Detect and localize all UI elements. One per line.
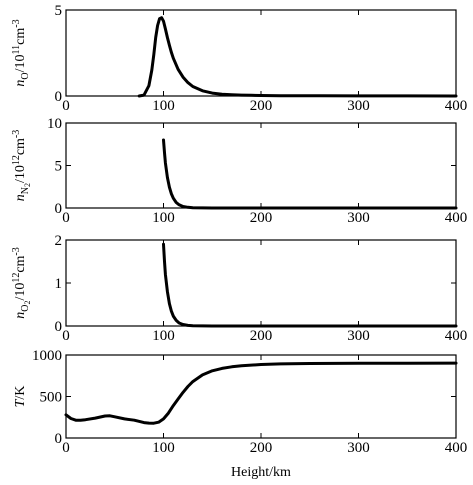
x-tick-label: 0 (62, 328, 70, 344)
x-tick-label: 0 (62, 98, 70, 114)
y-axis-label-part: 2 (23, 183, 32, 187)
y-axis-label-part: 11 (11, 45, 22, 55)
panel-2: 0 100 200 300 400 0 5 10 nN2/1012cm-3 (11, 116, 467, 226)
y-tick-label: 5 (55, 3, 63, 19)
y-axis-label-part: cm (13, 28, 28, 45)
y-axis-label: nN2/1012cm-3 (11, 130, 32, 202)
x-tick-label: 100 (152, 98, 175, 114)
x-tick-label: 100 (152, 440, 175, 456)
panel-1: 0 100 200 300 400 0 5 nO/1011cm-3 (11, 3, 467, 114)
y-axis-label-part: T (13, 398, 28, 407)
x-tick-label: 200 (250, 328, 273, 344)
y-tick-label: 1 (55, 276, 63, 292)
y-tick-label: 1000 (32, 348, 62, 364)
y-tick-label: 0 (55, 201, 63, 217)
y-tick-label: 0 (55, 319, 63, 335)
y-axis-label-part: /K (13, 386, 28, 400)
x-tick-label: 400 (445, 440, 468, 456)
y-tick-label: 10 (47, 116, 62, 132)
y-tick-label: 2 (55, 233, 63, 249)
x-tick-label: 300 (347, 98, 370, 114)
series-line-4 (64, 361, 458, 425)
x-tick-label: 200 (250, 210, 273, 226)
y-axis-label-part: /10 (13, 54, 28, 72)
x-tick-label: 300 (347, 440, 370, 456)
y-axis-label: nO2/1012cm-3 (11, 247, 32, 319)
x-tick-label: 400 (445, 210, 468, 226)
x-tick-label: 200 (250, 98, 273, 114)
plot-frame (65, 239, 457, 327)
x-tick-label: 0 (62, 440, 70, 456)
plot-frame (65, 122, 457, 209)
series-line-2 (162, 138, 458, 210)
plot-frame (65, 9, 457, 97)
plot-frame (65, 354, 457, 439)
panel-4: 0 100 200 300 400 0 500 1000 T/K Height/km (13, 348, 467, 480)
x-tick-label: 400 (445, 328, 468, 344)
series-line-1 (137, 16, 458, 98)
y-axis-label-part: -3 (11, 247, 22, 255)
y-axis-label-part: N (20, 187, 31, 194)
y-axis-label-part: n (13, 312, 28, 319)
x-axis-label: Height/km (231, 465, 291, 480)
y-axis-label: T/K (13, 386, 28, 408)
y-axis-label-part: cm (13, 138, 28, 155)
y-tick-label: 5 (55, 159, 63, 175)
y-axis-label-part: O (20, 305, 31, 312)
y-axis-label-part: 2 (23, 301, 32, 305)
y-tick-label: 500 (40, 390, 63, 406)
x-tick-label: 0 (62, 210, 70, 226)
y-axis-label-part: cm (13, 255, 28, 272)
x-tick-label: 400 (445, 98, 468, 114)
x-tick-label: 100 (152, 210, 175, 226)
y-tick-label: 0 (55, 89, 63, 105)
x-tick-label: 200 (250, 440, 273, 456)
y-axis-label-part: 12 (11, 155, 22, 165)
y-axis-label-part: /10 (13, 165, 28, 183)
y-axis-label-part: -3 (11, 19, 22, 27)
y-axis-label-part: O (20, 72, 31, 79)
y-tick-label: 0 (55, 431, 63, 447)
y-axis-label-part: -3 (11, 130, 22, 138)
x-tick-label: 100 (152, 328, 175, 344)
x-tick-label: 300 (347, 328, 370, 344)
y-axis-label-part: 12 (11, 273, 22, 283)
y-axis-label: nO/1011cm-3 (11, 19, 31, 86)
x-tick-label: 300 (347, 210, 370, 226)
y-axis-label-part: /10 (13, 283, 28, 301)
series-line-3 (162, 242, 458, 328)
y-axis-label-part: n (13, 80, 28, 87)
y-axis-label-part: n (13, 194, 28, 201)
